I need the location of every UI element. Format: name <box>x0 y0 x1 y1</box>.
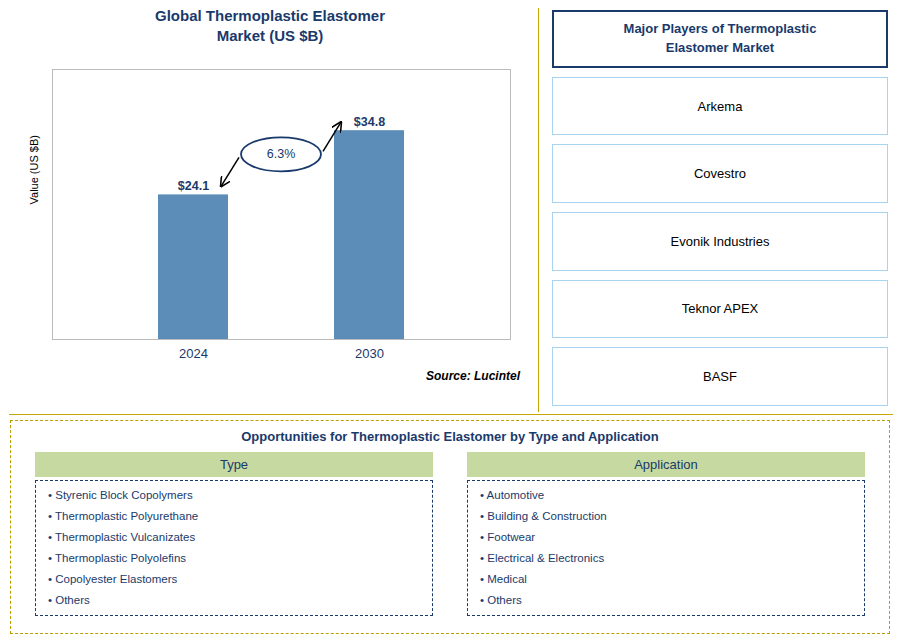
html-text:Arkema: Arkema <box>697 98 743 114</box>
svg-text:Value (US $B): Value (US $B) <box>28 135 40 205</box>
html-text:• Copolyester Elastomers: • Copolyester Elastomers <box>48 573 178 585</box>
html-text:BASF: BASF <box>703 369 737 385</box>
html-text:• Medical: • Medical <box>480 573 527 585</box>
html-text:• Automotive: • Automotive <box>480 489 545 501</box>
html-text:Evonik Industries: Evonik Industries <box>670 233 770 249</box>
html-text:Major Players of Thermoplastic: Major Players of Thermoplastic Elastomer… <box>623 21 817 55</box>
html-text:• Footwear: • Footwear <box>480 531 536 543</box>
html-text:• Others: • Others <box>480 594 522 606</box>
svg-text:2030: 2030 <box>355 345 384 360</box>
html-text:Covestro: Covestro <box>694 166 746 182</box>
html-text:Teknor APEX: Teknor APEX <box>681 301 759 317</box>
html-text:Source: Lucintel: Source: Lucintel <box>426 368 520 383</box>
html-text:Global Thermoplastic Elastomer: Global Thermoplastic Elastomer Market (U… <box>155 7 385 45</box>
html-text:• Thermoplastic Vulcanizates: • Thermoplastic Vulcanizates <box>48 531 196 543</box>
html-text:• Others: • Others <box>48 594 90 606</box>
html-text:• Building & Construction: • Building & Construction <box>480 510 607 522</box>
svg-text:$24.1: $24.1 <box>178 178 209 192</box>
html-text:Type: Type <box>219 457 249 472</box>
html-text:• Styrenic Block Copolymers: • Styrenic Block Copolymers <box>48 489 193 501</box>
html-text:• Thermoplastic Polyolefins: • Thermoplastic Polyolefins <box>48 552 186 564</box>
html-text:• Electrical & Electronics: • Electrical & Electronics <box>480 552 605 564</box>
svg-text:$34.8: $34.8 <box>354 114 385 128</box>
svg-text:2024: 2024 <box>179 345 208 360</box>
html-text:Application: Application <box>634 457 698 472</box>
html-text:• Thermoplastic Polyurethane: • Thermoplastic Polyurethane <box>48 510 199 522</box>
svg-text:6.3%: 6.3% <box>267 147 296 161</box>
html-text:Opportunities for Thermoplasti: Opportunities for Thermoplastic Elastome… <box>241 429 659 444</box>
